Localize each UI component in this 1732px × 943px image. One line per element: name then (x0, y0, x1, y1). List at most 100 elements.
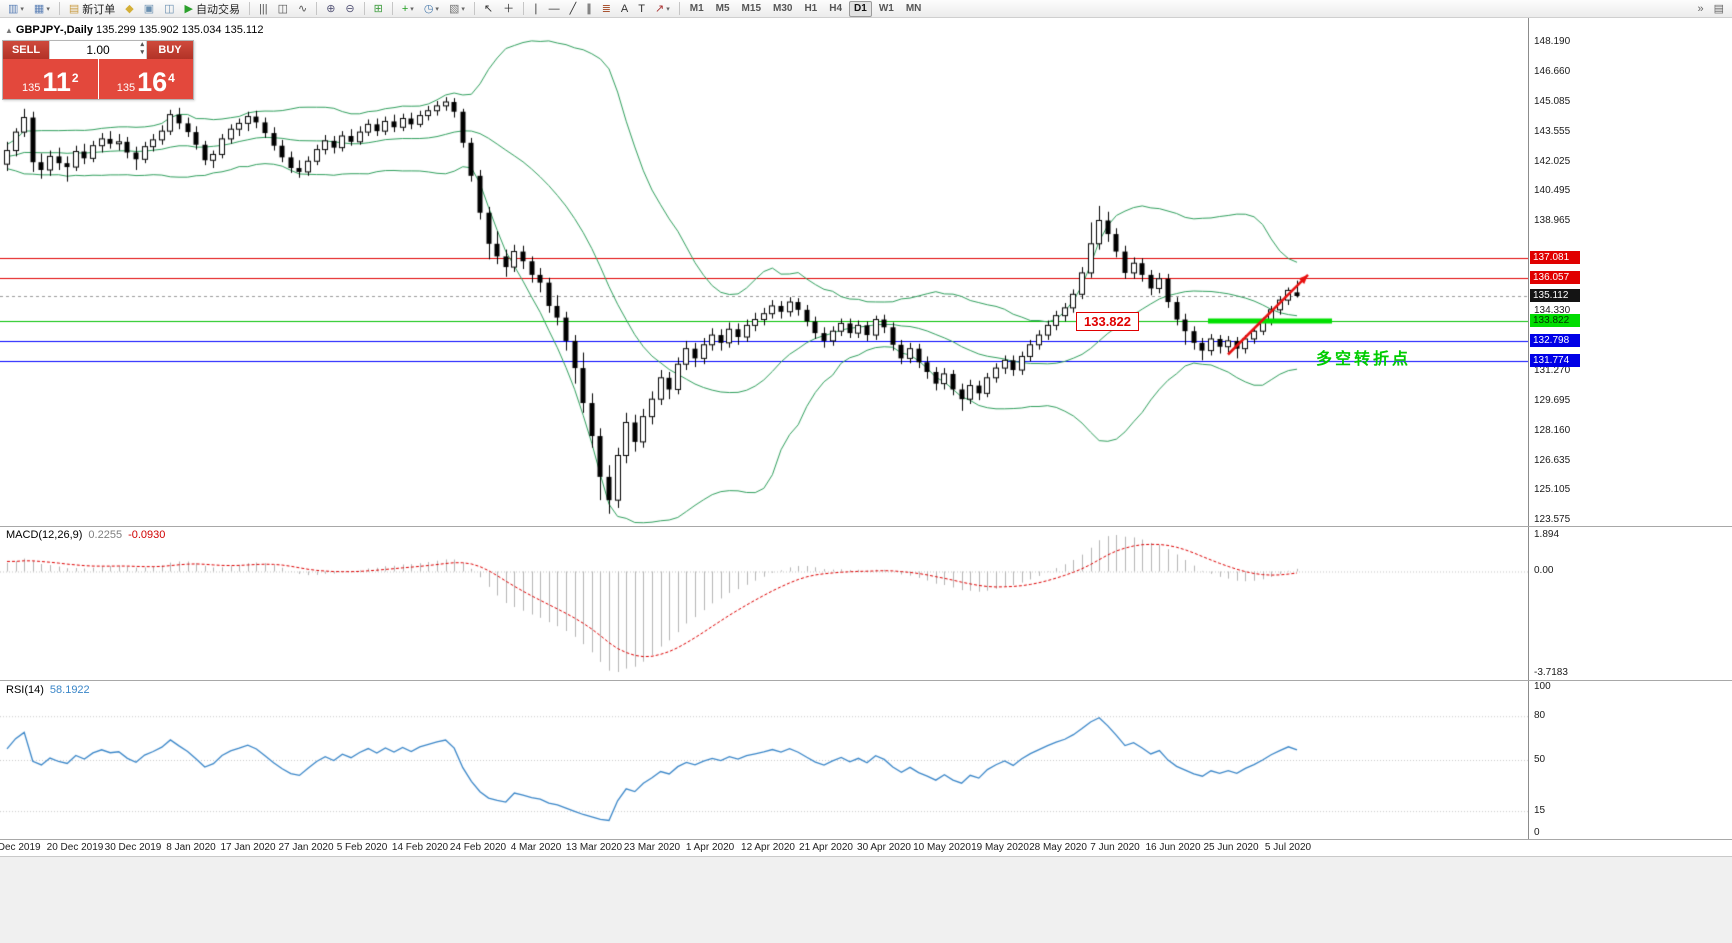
label-icon[interactable]: T (634, 0, 649, 18)
chevron-down-icon[interactable]: ▾ (435, 5, 439, 13)
macd-axis-label: 1.894 (1534, 529, 1560, 540)
text-icon: A (620, 2, 629, 15)
bar-chart-icon[interactable]: ||| (255, 0, 272, 18)
tf-m30-button[interactable]: M30 (773, 2, 793, 14)
price-axis-label: 138.965 (1534, 215, 1571, 227)
cycles-icon: ◷ (423, 2, 434, 15)
trendline-icon[interactable]: ╱ (566, 0, 581, 18)
tf-w1-button[interactable]: W1 (878, 2, 894, 14)
rsi-pane-canvas[interactable] (0, 681, 1528, 839)
price-axis-label: 125.105 (1534, 484, 1571, 496)
tile-windows-icon[interactable]: ⊞ (370, 0, 387, 18)
toolbar-overflow-icon[interactable]: » (1693, 0, 1707, 18)
arrows-icon[interactable]: ↗ ▾ (651, 0, 674, 18)
macd-pane-canvas[interactable] (0, 527, 1528, 680)
chevron-down-icon[interactable]: ▾ (410, 5, 414, 13)
buy-price-button[interactable]: 135 16 4 (98, 59, 193, 99)
vertical-line-icon: ∣ (533, 2, 539, 15)
price-axis[interactable]: 148.190 146.660 145.085 143.555 142.025 140.4… (1528, 18, 1732, 840)
macd-axis-label: 0.00 (1534, 565, 1554, 577)
main-toolbar: ▥ ▾ ▦ ▾ ▤ 新订单 ◆ ▣ ◫ ▶ 自动交易 ||| ◫ ∿ ⊕ ⊖ ⊞ + ▾ ◷ ▾ ▧ ▾ ↖ ＋ ∣ — ╱ ∥ ≣ A T ↗… (0, 0, 1732, 18)
cursor-icon[interactable]: ↖ (480, 0, 497, 18)
sell-button[interactable]: SELL (3, 41, 49, 59)
toolbar-overflow-icon: » (1697, 3, 1704, 15)
price-axis-label: 143.555 (1534, 126, 1571, 137)
crosshair-icon: ＋ (503, 2, 515, 15)
macd-indicator-label: MACD(12,26,9) 0.2255 -0.0930 (6, 529, 166, 541)
price-tag-131.774: 131.774 (1530, 353, 1580, 367)
tf-h1-button[interactable]: H1 (804, 2, 818, 14)
templates-icon: ▧ (448, 2, 460, 15)
tf-m1-button[interactable]: M1 (689, 2, 704, 14)
data-window-icon[interactable]: ▣ (140, 0, 158, 18)
indicators-add-icon: + (401, 2, 409, 15)
new-order-button: ▤ (68, 2, 80, 15)
time-axis-label: 30 Apr 2020 (857, 842, 911, 853)
volume-increase-button[interactable]: ▴ (140, 41, 144, 48)
chevron-down-icon[interactable]: ▾ (666, 5, 670, 13)
bar-chart-icon: ||| (259, 2, 268, 15)
tf-h4-button[interactable]: H4 (829, 2, 843, 14)
profiles-icon: ▦ (33, 2, 45, 15)
new-chart-icon[interactable]: ▥ ▾ (4, 0, 28, 18)
line-chart-icon[interactable]: ∿ (294, 0, 311, 18)
pane-separator[interactable] (0, 680, 1732, 681)
crosshair-icon[interactable]: ＋ (499, 0, 518, 18)
chart-symbol-icon: ▲ (5, 26, 13, 35)
chart-title: ▲ GBPJPY-,Daily 135.299 135.902 135.034 1… (5, 24, 263, 36)
tf-m15-button[interactable]: M15 (741, 2, 761, 14)
price-annotation-box[interactable]: 133.822 (1076, 312, 1139, 331)
chevron-down-icon[interactable]: ▾ (20, 5, 24, 13)
profiles-icon[interactable]: ▦ ▾ (30, 0, 54, 18)
zoom-out-icon[interactable]: ⊖ (341, 0, 358, 18)
tf-mn-button[interactable]: MN (905, 2, 922, 14)
rsi-indicator-label: RSI(14) 58.1922 (6, 684, 90, 696)
autotrading-button[interactable]: ▶ 自动交易 (181, 0, 244, 18)
time-axis-label: 25 Jun 2020 (1203, 842, 1259, 853)
text-icon[interactable]: A (617, 0, 632, 18)
time-axis-label: 27 Jan 2020 (278, 842, 334, 853)
fibonacci-icon[interactable]: ≣ (598, 0, 615, 18)
time-axis-label: 4 Mar 2020 (510, 842, 562, 853)
templates-icon[interactable]: ▧ ▾ (445, 0, 469, 18)
one-click-trading-panel: SELL 1.00 ▴ ▾ BUY 135 11 2 135 16 4 (2, 40, 194, 100)
candlestick-chart-icon: ◫ (277, 2, 288, 15)
turning-point-label[interactable]: 多空转折点 (1316, 351, 1412, 368)
chevron-down-icon[interactable]: ▾ (461, 5, 465, 13)
candlestick-chart-icon[interactable]: ◫ (274, 0, 292, 18)
fibonacci-icon: ≣ (601, 2, 611, 15)
navigator-icon[interactable]: ◫ (160, 0, 178, 18)
price-tag-136.057: 136.057 (1530, 270, 1580, 284)
panels-icon[interactable]: ▤ (1710, 0, 1728, 18)
vertical-line-icon[interactable]: ∣ (529, 0, 543, 18)
zoom-in-icon[interactable]: ⊕ (322, 0, 339, 18)
time-axis-label: 7 Jun 2020 (1090, 842, 1140, 853)
price-tag-137.081: 137.081 (1530, 250, 1580, 264)
volume-input[interactable]: 1.00 ▴ ▾ (49, 41, 147, 59)
sell-price-button[interactable]: 135 11 2 (3, 59, 98, 99)
new-order-button[interactable]: ▤ 新订单 (65, 0, 119, 18)
main-chart-canvas[interactable] (0, 18, 1528, 526)
time-axis-label: 8 Jan 2020 (166, 842, 216, 853)
time-axis-label: 5 Feb 2020 (336, 842, 388, 853)
time-axis-label: 16 Jun 2020 (1145, 842, 1201, 853)
horizontal-line-icon: — (548, 2, 560, 15)
buy-button[interactable]: BUY (147, 41, 193, 59)
tf-d1-button[interactable]: D1 (849, 0, 872, 17)
channel-icon[interactable]: ∥ (582, 0, 596, 18)
chevron-down-icon[interactable]: ▾ (46, 5, 50, 13)
cycles-icon[interactable]: ◷ ▾ (420, 0, 443, 18)
time-axis-label: 24 Feb 2020 (449, 842, 507, 853)
volume-decrease-button[interactable]: ▾ (140, 49, 144, 56)
chart-symbol-label: GBPJPY-,Daily (15, 24, 93, 36)
horizontal-line-icon[interactable]: — (545, 0, 564, 18)
autotrading-button: ▶ (184, 2, 193, 15)
new-order-button-label: 新订单 (82, 3, 116, 16)
pane-separator[interactable] (0, 526, 1732, 527)
pane-separator (0, 839, 1732, 840)
line-chart-icon: ∿ (297, 2, 308, 15)
metaeditor-icon[interactable]: ◆ (121, 0, 137, 18)
tf-m5-button[interactable]: M5 (715, 2, 730, 14)
indicators-add-icon[interactable]: + ▾ (398, 0, 418, 18)
